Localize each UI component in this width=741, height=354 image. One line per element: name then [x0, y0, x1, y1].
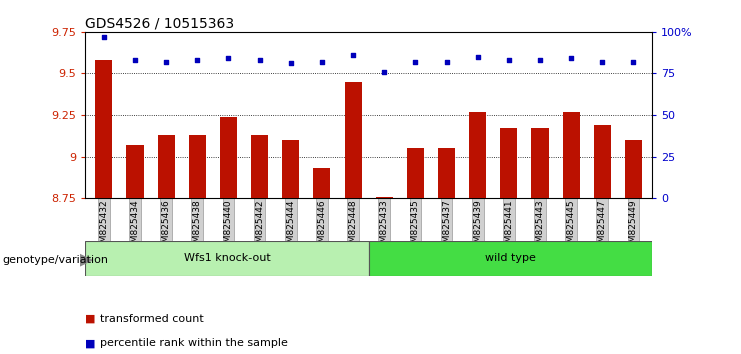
Point — [160, 59, 172, 65]
Bar — [438, 148, 455, 198]
Point — [285, 61, 296, 66]
Point — [628, 59, 639, 65]
Bar — [345, 82, 362, 198]
Bar — [282, 140, 299, 198]
Bar — [158, 135, 175, 198]
Point — [347, 52, 359, 58]
Bar — [500, 129, 517, 198]
Bar — [625, 140, 642, 198]
Point — [441, 59, 453, 65]
Text: Wfs1 knock-out: Wfs1 knock-out — [184, 253, 270, 263]
Point — [253, 57, 265, 63]
Bar — [251, 135, 268, 198]
Bar — [376, 196, 393, 198]
Polygon shape — [80, 254, 93, 267]
Point — [565, 56, 577, 61]
Bar — [562, 112, 579, 198]
Bar — [85, 241, 369, 276]
Text: wild type: wild type — [485, 253, 536, 263]
Point — [472, 54, 484, 59]
Text: GDS4526 / 10515363: GDS4526 / 10515363 — [85, 17, 234, 31]
Point — [597, 59, 608, 65]
Point — [222, 56, 234, 61]
Bar — [469, 112, 486, 198]
Text: genotype/variation: genotype/variation — [2, 255, 108, 265]
Bar — [127, 145, 144, 198]
Bar — [96, 60, 113, 198]
Bar — [369, 241, 652, 276]
Point — [191, 57, 203, 63]
Bar — [594, 125, 611, 198]
Bar — [220, 117, 237, 198]
Text: transformed count: transformed count — [100, 314, 204, 324]
Bar — [313, 168, 330, 198]
Bar — [531, 129, 548, 198]
Bar — [407, 148, 424, 198]
Bar — [189, 135, 206, 198]
Point — [129, 57, 141, 63]
Text: percentile rank within the sample: percentile rank within the sample — [100, 338, 288, 348]
Text: ■: ■ — [85, 314, 96, 324]
Point — [503, 57, 515, 63]
Text: ■: ■ — [85, 338, 96, 348]
Point — [316, 59, 328, 65]
Point — [534, 57, 546, 63]
Point — [379, 69, 391, 75]
Point — [410, 59, 422, 65]
Point — [98, 34, 110, 40]
